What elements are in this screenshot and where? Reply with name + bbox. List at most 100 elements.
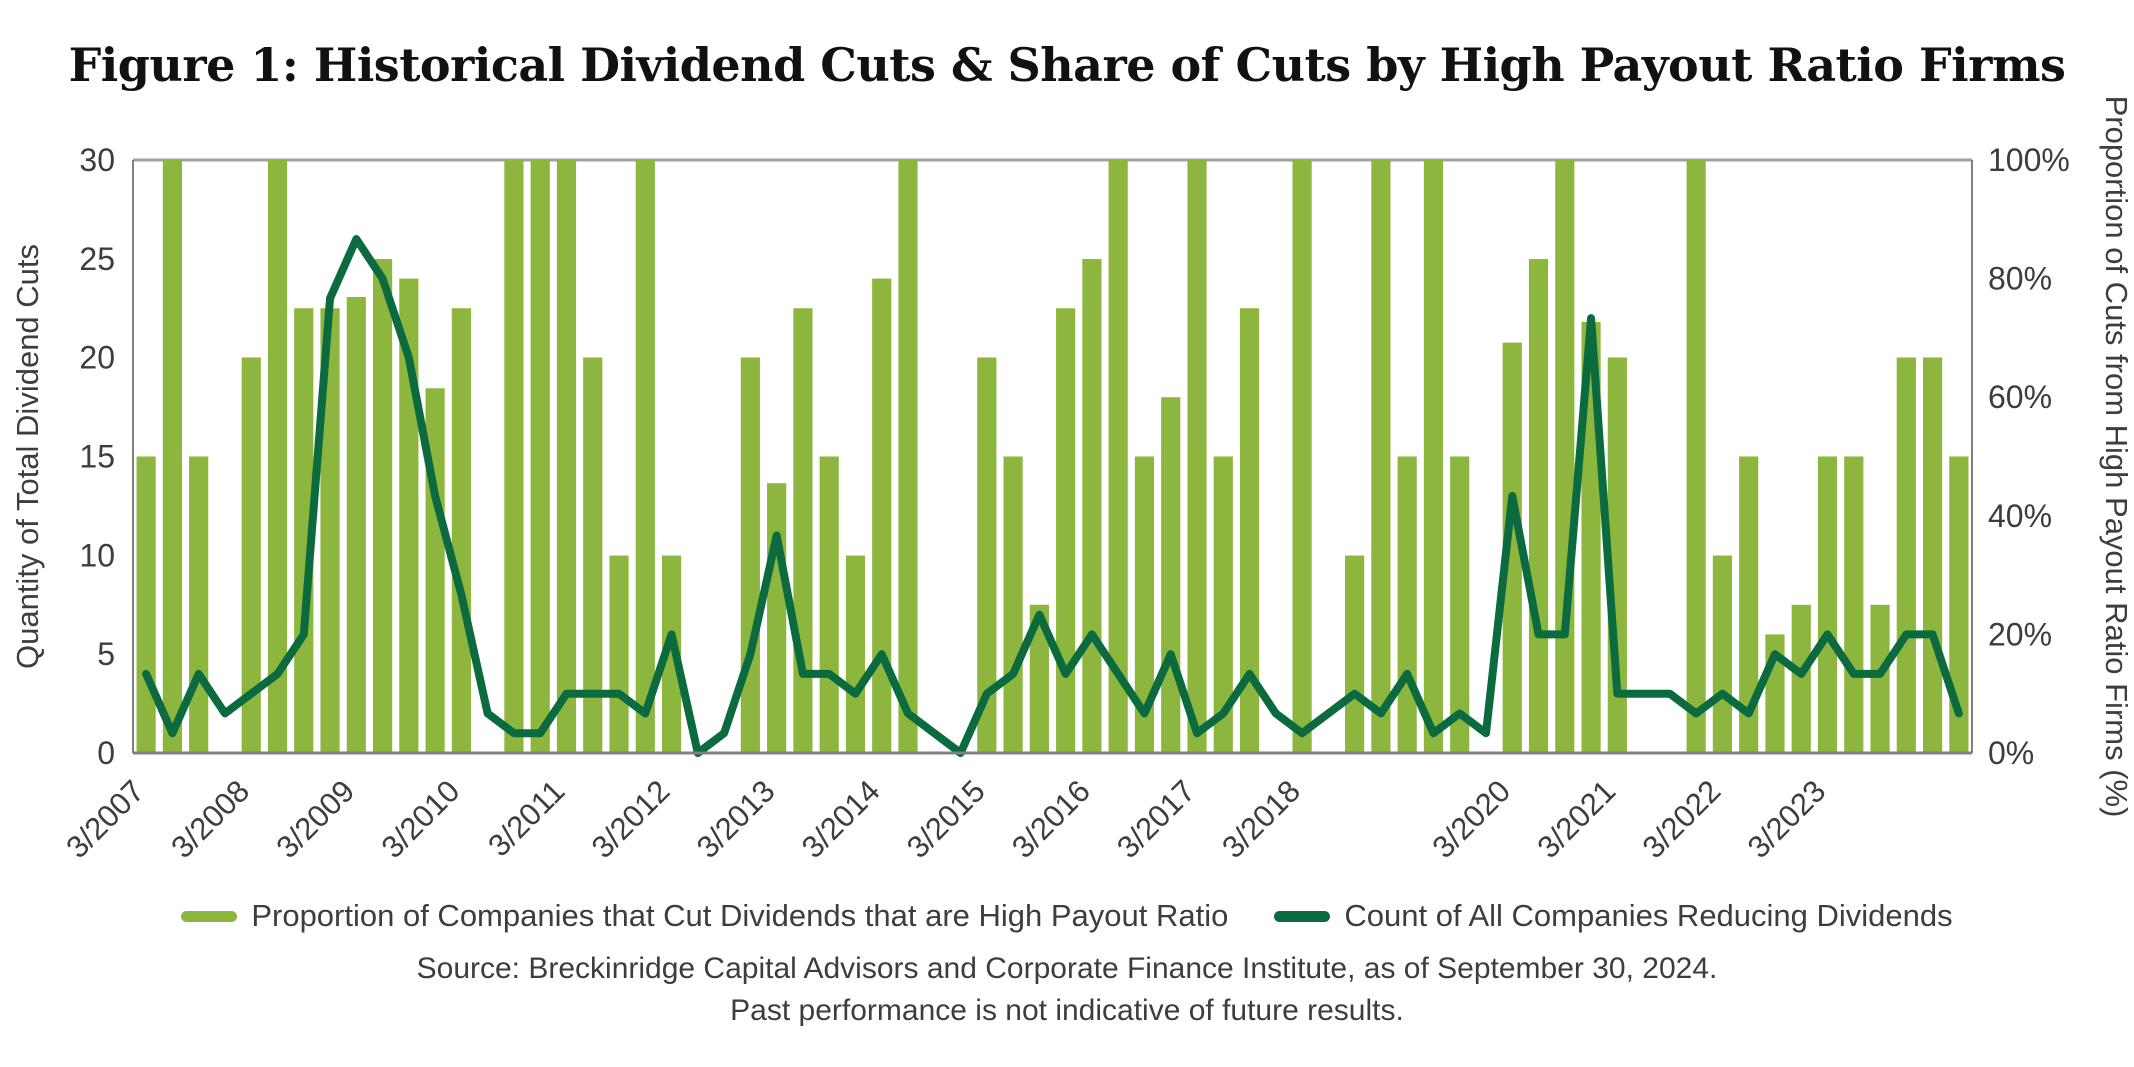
bar [504,160,524,753]
bar [162,160,182,753]
bar [346,296,366,753]
bar [189,456,209,753]
x-tick-label: 3/2007 [59,773,151,865]
x-tick-label: 3/2016 [1005,773,1097,865]
bar [556,160,577,753]
right-tick-label: 100% [1988,142,2070,178]
bar [1029,604,1049,753]
bar [977,357,997,753]
bar [583,357,603,753]
bar [1161,397,1181,753]
bar [267,160,288,753]
left-tick-label: 15 [79,439,115,475]
bar [1739,456,1759,753]
left-axis-title: Quantity of Total Dividend Cuts [10,244,45,669]
bar [1949,456,1969,753]
bar [872,278,892,753]
bar [1528,259,1549,753]
x-tick-label: 3/2022 [1636,773,1728,865]
left-tick-label: 30 [79,142,115,178]
bar [1134,456,1155,753]
right-tick-label: 80% [1988,261,2052,297]
bar [1213,456,1233,753]
bar [898,160,918,753]
bar [1371,160,1391,753]
chart-title: Figure 1: Historical Dividend Cuts & Sha… [68,38,2066,92]
bar [1108,160,1128,753]
bar [1791,604,1811,753]
bar [1397,456,1417,753]
bar [767,483,787,753]
legend: Proportion of Companies that Cut Dividen… [0,898,2134,934]
bar [661,555,682,753]
bar [1239,308,1260,753]
legend-item-line: Count of All Companies Reducing Dividend… [1274,898,1953,934]
bar [1686,160,1706,753]
bar [793,308,813,753]
legend-item-bars: Proportion of Companies that Cut Dividen… [181,898,1228,934]
bar-series [136,160,1969,753]
right-tick-label: 40% [1988,498,2052,534]
bar [1870,604,1890,753]
bar [530,160,550,753]
bar [320,308,340,753]
count-line [142,235,1963,757]
x-tick-label: 3/2008 [164,773,256,865]
bar [1555,160,1575,753]
bar [1844,456,1864,753]
bar [1187,160,1207,753]
bar [1056,308,1076,753]
bar [1502,342,1522,753]
line-series-swatch-icon [1274,910,1331,922]
bar [1923,357,1943,753]
left-tick-label: 0 [97,735,115,771]
right-tick-label: 60% [1988,379,2052,415]
bar [372,259,393,753]
x-tick-label: 3/2011 [481,773,571,863]
x-tick-label: 3/2013 [690,773,782,865]
x-tick-label: 3/2023 [1741,773,1833,865]
bar [1345,555,1365,753]
bar [1450,456,1470,753]
bar [1082,259,1102,753]
x-tick-label: 3/2014 [795,773,887,865]
right-axis-title: Proportion of Cuts from High Payout Rati… [2099,96,2134,818]
legend-line-label: Count of All Companies Reducing Dividend… [1344,898,1953,933]
bar [609,555,629,753]
bar [451,308,471,753]
disclaimer-text: Past performance is not indicative of fu… [730,994,1404,1027]
bar [635,160,655,753]
x-axis-tick-labels: 3/2007 3/2008 3/2009 3/2010 3/2011 3/2012 3/20… [59,773,1832,865]
x-tick-label: 3/2015 [900,773,992,865]
x-tick-label: 3/2017 [1110,773,1202,865]
right-axis-tick-labels: 100% 80% 60% 40% 20% 0% [1988,142,2070,771]
axes [132,160,1973,755]
left-tick-label: 20 [79,340,115,376]
bar [1896,357,1916,753]
bar [740,357,760,753]
left-tick-label: 25 [79,241,115,277]
x-tick-label: 3/2012 [585,773,677,865]
left-tick-label: 10 [79,537,115,573]
right-tick-label: 20% [1988,616,2052,652]
right-tick-label: 0% [1988,735,2034,771]
bar [1292,160,1312,753]
x-tick-label: 3/2018 [1215,773,1307,865]
bar [819,456,839,753]
x-tick-label: 3/2020 [1425,773,1517,865]
x-tick-label: 3/2009 [269,773,361,865]
bar [845,555,866,753]
x-tick-label: 3/2021 [1530,773,1622,865]
bar [1712,555,1733,753]
legend-bars-label: Proportion of Companies that Cut Dividen… [251,898,1229,933]
source-text: Source: Breckinridge Capital Advisors an… [416,952,1718,985]
bar [241,357,261,753]
bar [1817,456,1838,753]
left-tick-label: 5 [97,636,115,672]
x-tick-label: 3/2010 [375,773,467,865]
bar [1003,456,1023,753]
left-axis-tick-labels: 30 25 20 15 10 5 0 [79,142,115,771]
bar [136,456,156,753]
bar [1423,160,1444,753]
